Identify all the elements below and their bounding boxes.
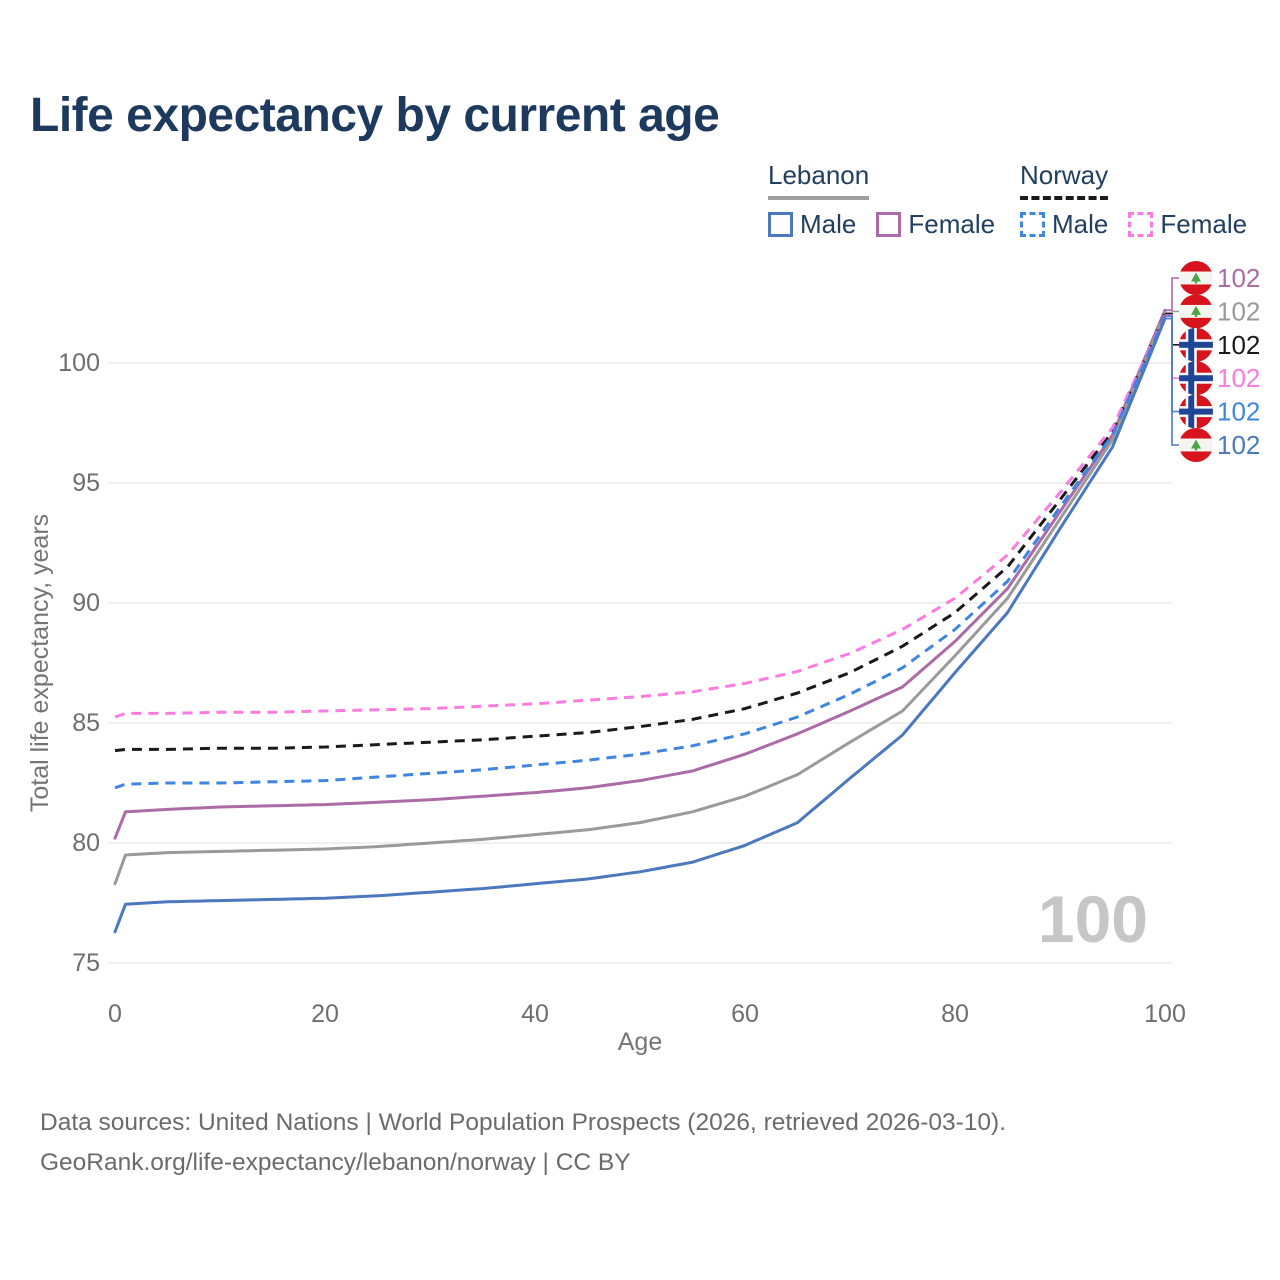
x-axis-title: Age — [618, 1028, 662, 1056]
series-line-lebanon-female — [113, 308, 1167, 840]
norway-flag-icon — [1179, 361, 1213, 396]
end-label-value-2: 102 — [1217, 330, 1260, 360]
end-label-5: 102 — [1179, 428, 1260, 462]
series-line-norway-both-sexes — [114, 313, 1167, 753]
legend-country-norway[interactable]: Norway — [1020, 160, 1109, 200]
legend-label-norway-female[interactable]: Female — [1160, 209, 1248, 239]
legend-swatch-lebanon-female[interactable] — [876, 212, 902, 237]
footer-attribution: GeoRank.org/life-expectancy/lebanon/norw… — [40, 1149, 631, 1176]
footer-data-sources: Data sources: United Nations | World Pop… — [40, 1109, 1007, 1136]
x-tick-60: 60 — [731, 1000, 759, 1028]
end-label-value-0: 102 — [1217, 263, 1260, 293]
norway-flag-icon — [1179, 394, 1213, 429]
series-line-lebanon-male — [113, 317, 1167, 934]
watermark-age: 100 — [1038, 882, 1148, 956]
end-label-value-4: 102 — [1217, 397, 1260, 427]
end-label-connector-1 — [1165, 310, 1179, 314]
end-label-connector-0 — [1165, 277, 1179, 311]
y-tick-75: 75 — [72, 949, 100, 977]
x-tick-80: 80 — [941, 1000, 969, 1028]
legend-swatch-norway-male[interactable] — [1020, 212, 1045, 237]
norway-flag-icon — [1179, 327, 1213, 362]
x-tick-40: 40 — [521, 1000, 549, 1028]
x-tick-20: 20 — [311, 1000, 339, 1028]
legend-swatch-lebanon-male[interactable] — [768, 212, 793, 237]
legend-group-norway: Norway Male Female — [1020, 160, 1267, 240]
lebanon-flag-icon — [1179, 261, 1213, 295]
series-line-norway-male — [114, 315, 1167, 790]
end-label-value-5: 102 — [1217, 430, 1260, 460]
lebanon-flag-icon — [1179, 294, 1213, 329]
end-label-0: 102 — [1179, 261, 1260, 295]
page-title: Life expectancy by current age — [30, 89, 720, 142]
x-tick-100: 100 — [1144, 1000, 1186, 1028]
y-axis-title: Total life expectancy, years — [26, 514, 54, 812]
y-tick-95: 95 — [72, 469, 100, 497]
x-tick-0: 0 — [108, 1000, 122, 1028]
end-label-value-1: 102 — [1217, 296, 1260, 326]
legend-country-lebanon[interactable]: Lebanon — [768, 160, 870, 200]
y-tick-100: 100 — [58, 349, 100, 377]
series-line-lebanon-both-sexes — [113, 311, 1167, 886]
footer: Data sources: United Nations | World Pop… — [40, 1103, 1006, 1183]
legend-label-lebanon-female[interactable]: Female — [908, 209, 996, 239]
end-label-value-3: 102 — [1217, 363, 1260, 393]
end-label-1: 102 — [1179, 294, 1260, 329]
legend-group-lebanon: Lebanon Male Female — [768, 160, 1015, 240]
y-tick-85: 85 — [72, 709, 100, 737]
end-label-connector-5 — [1165, 317, 1179, 446]
legend-label-norway-male[interactable]: Male — [1052, 209, 1109, 239]
lebanon-flag-icon — [1179, 428, 1213, 462]
series-line-norway-female — [114, 314, 1167, 719]
y-tick-80: 80 — [72, 829, 100, 857]
legend-swatch-norway-female[interactable] — [1128, 212, 1154, 237]
end-label-4: 102 — [1179, 394, 1260, 429]
y-tick-90: 90 — [72, 589, 100, 617]
end-label-2: 102 — [1179, 327, 1260, 362]
legend-label-lebanon-male[interactable]: Male — [800, 209, 857, 239]
end-label-3: 102 — [1179, 361, 1260, 396]
